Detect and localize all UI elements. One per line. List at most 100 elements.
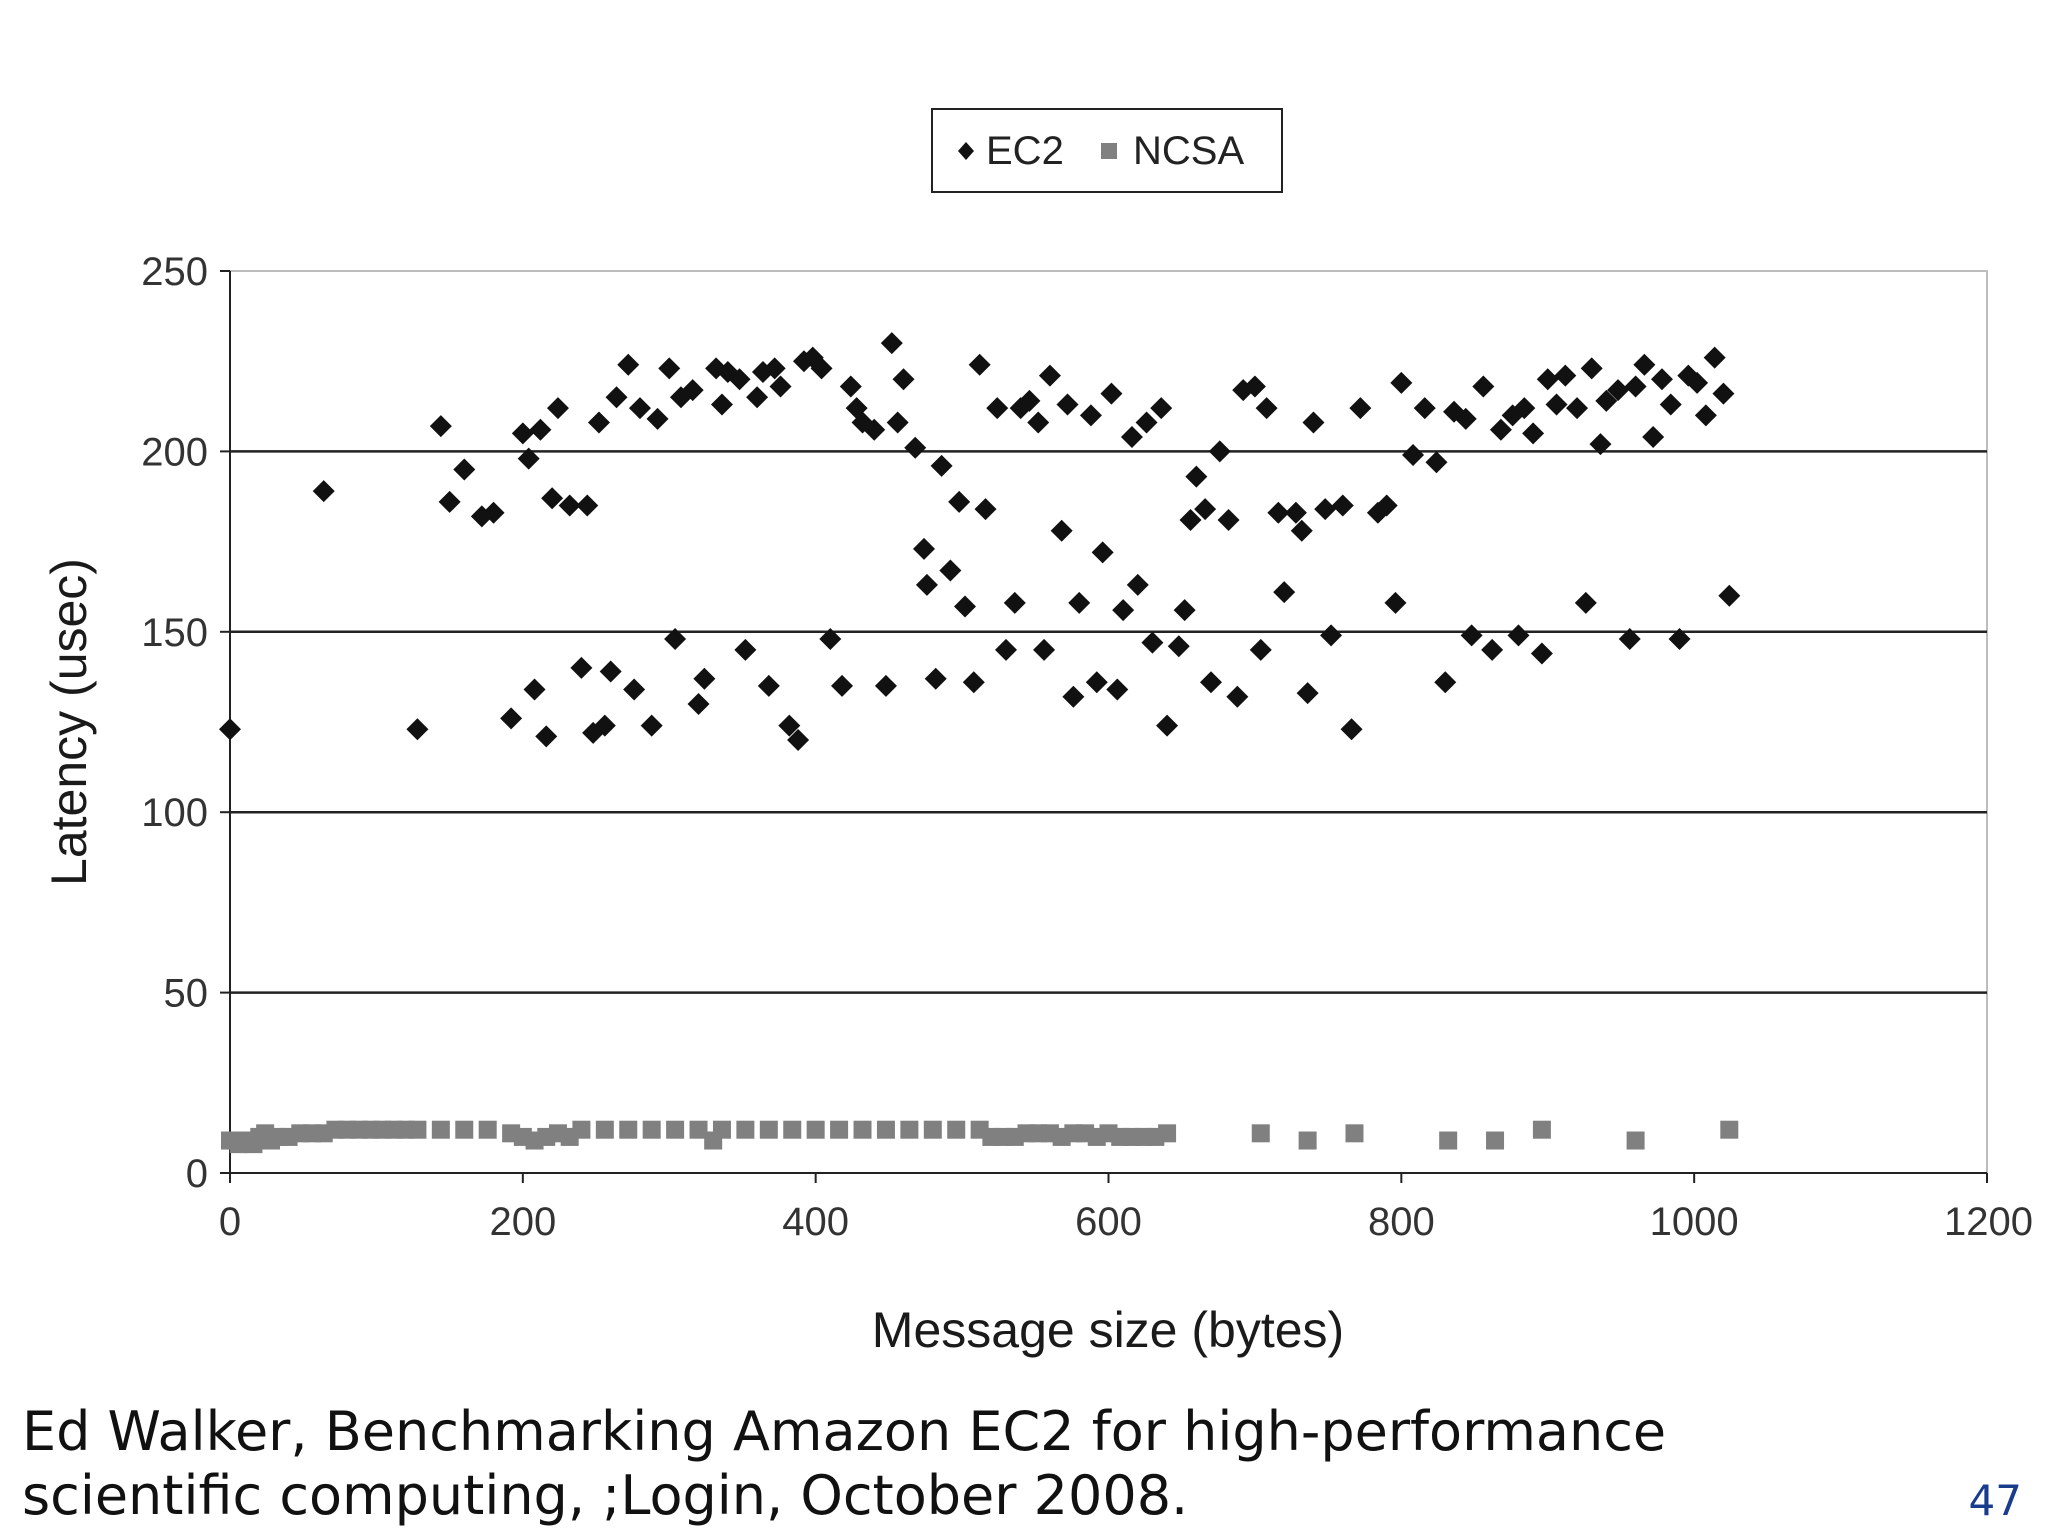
ec2-point <box>778 714 801 737</box>
ec2-point <box>1112 599 1135 622</box>
ec2-point <box>535 725 558 748</box>
ec2-point <box>1217 508 1240 531</box>
ec2-point <box>757 674 780 697</box>
ec2-point <box>693 667 716 690</box>
ncsa-point <box>1345 1124 1364 1143</box>
ec2-point <box>1208 440 1231 463</box>
ec2-point <box>1366 501 1389 524</box>
ec2-point <box>1018 389 1041 412</box>
ncsa-point <box>689 1120 708 1139</box>
ec2-point <box>1633 353 1656 376</box>
ec2-point <box>1522 422 1545 445</box>
ec2-point <box>1425 451 1448 474</box>
legend-label-ncsa: NCSA <box>1133 129 1244 173</box>
ec2-point <box>1607 379 1630 402</box>
ec2-point <box>810 357 833 380</box>
ec2-point <box>1320 624 1343 647</box>
citation: Ed Walker, Benchmarking Amazon EC2 for h… <box>22 1400 1666 1528</box>
page-number: 47 <box>1968 1476 2022 1525</box>
ec2-point <box>1580 357 1603 380</box>
y-tick-label: 50 <box>164 972 209 1016</box>
ncsa-point <box>947 1120 966 1139</box>
ec2-point <box>986 397 1009 420</box>
ncsa-point <box>1298 1131 1317 1150</box>
ec2-point <box>1150 397 1173 420</box>
citation-line-2: scientific computing, ;Login, October 20… <box>22 1464 1189 1527</box>
ec2-point <box>995 638 1018 661</box>
ec2-point <box>1267 501 1290 524</box>
ec2-point <box>913 537 936 560</box>
ec2-point <box>628 397 651 420</box>
ec2-point <box>646 407 669 430</box>
ec2-point <box>599 660 622 683</box>
ec2-point <box>1624 375 1647 398</box>
ec2-point <box>541 487 564 510</box>
ncsa-point <box>830 1120 849 1139</box>
ec2-point <box>1056 393 1079 416</box>
plot-area <box>229 270 1988 1174</box>
ncsa-point <box>736 1120 755 1139</box>
ncsa-point <box>900 1120 919 1139</box>
ec2-point <box>728 368 751 391</box>
x-axis-ticks: 0 200 400 600 800 1000 1200 <box>219 1173 2033 1244</box>
ec2-point <box>1296 682 1319 705</box>
ec2-point <box>1141 631 1164 654</box>
ec2-point <box>605 386 628 409</box>
ncsa-point <box>408 1120 427 1139</box>
ec2-point <box>529 418 552 441</box>
ec2-point <box>1027 411 1050 434</box>
ncsa-point <box>431 1120 450 1139</box>
ec2-point <box>482 501 505 524</box>
ec2-point <box>1091 541 1114 564</box>
ec2-point <box>1642 425 1665 448</box>
ec2-point <box>640 714 663 737</box>
ncsa-point <box>1720 1120 1739 1139</box>
ec2-point <box>1545 393 1568 416</box>
ec2-point <box>1694 404 1717 427</box>
series-ncsa <box>221 1120 1739 1154</box>
ec2-point <box>511 422 534 445</box>
ncsa-point <box>1439 1131 1458 1150</box>
ec2-point <box>593 714 616 737</box>
ec2-point <box>915 573 938 596</box>
ec2-point <box>1566 397 1589 420</box>
legend-marker-ncsa <box>1101 143 1117 159</box>
ncsa-point <box>783 1120 802 1139</box>
ec2-point <box>734 638 757 661</box>
ncsa-point <box>1158 1124 1177 1143</box>
ncsa-point <box>572 1120 591 1139</box>
series-ec2 <box>219 332 1741 752</box>
ec2-point <box>746 386 769 409</box>
y-tick-label: 200 <box>141 430 208 474</box>
ec2-point <box>570 656 593 679</box>
ec2-point <box>954 595 977 618</box>
ec2-point <box>763 357 786 380</box>
ec2-point <box>1530 642 1553 665</box>
y-tick-label: 250 <box>141 250 208 294</box>
ncsa-point <box>595 1120 614 1139</box>
y-axis-ticks: 0 50 100 150 200 250 <box>141 250 230 1196</box>
ec2-point <box>1126 573 1149 596</box>
ncsa-point <box>1532 1120 1551 1139</box>
ec2-point <box>1249 638 1272 661</box>
ec2-point <box>1194 498 1217 521</box>
ec2-point <box>623 678 646 701</box>
ec2-point <box>617 353 640 376</box>
ec2-point <box>1454 407 1477 430</box>
ec2-point <box>1179 508 1202 531</box>
ec2-point <box>1199 671 1222 694</box>
ec2-point <box>1068 591 1091 614</box>
ncsa-point <box>923 1120 942 1139</box>
x-axis-title: Message size (bytes) <box>872 1302 1344 1358</box>
ec2-point <box>880 332 903 355</box>
ec2-point <box>1226 685 1249 708</box>
ec2-point <box>1384 591 1407 614</box>
ec2-point <box>523 678 546 701</box>
ec2-point <box>587 411 610 434</box>
ec2-point <box>924 667 947 690</box>
ec2-point <box>1489 418 1512 441</box>
ec2-point <box>1340 718 1363 741</box>
ec2-point <box>1472 375 1495 398</box>
ec2-point <box>968 353 991 376</box>
